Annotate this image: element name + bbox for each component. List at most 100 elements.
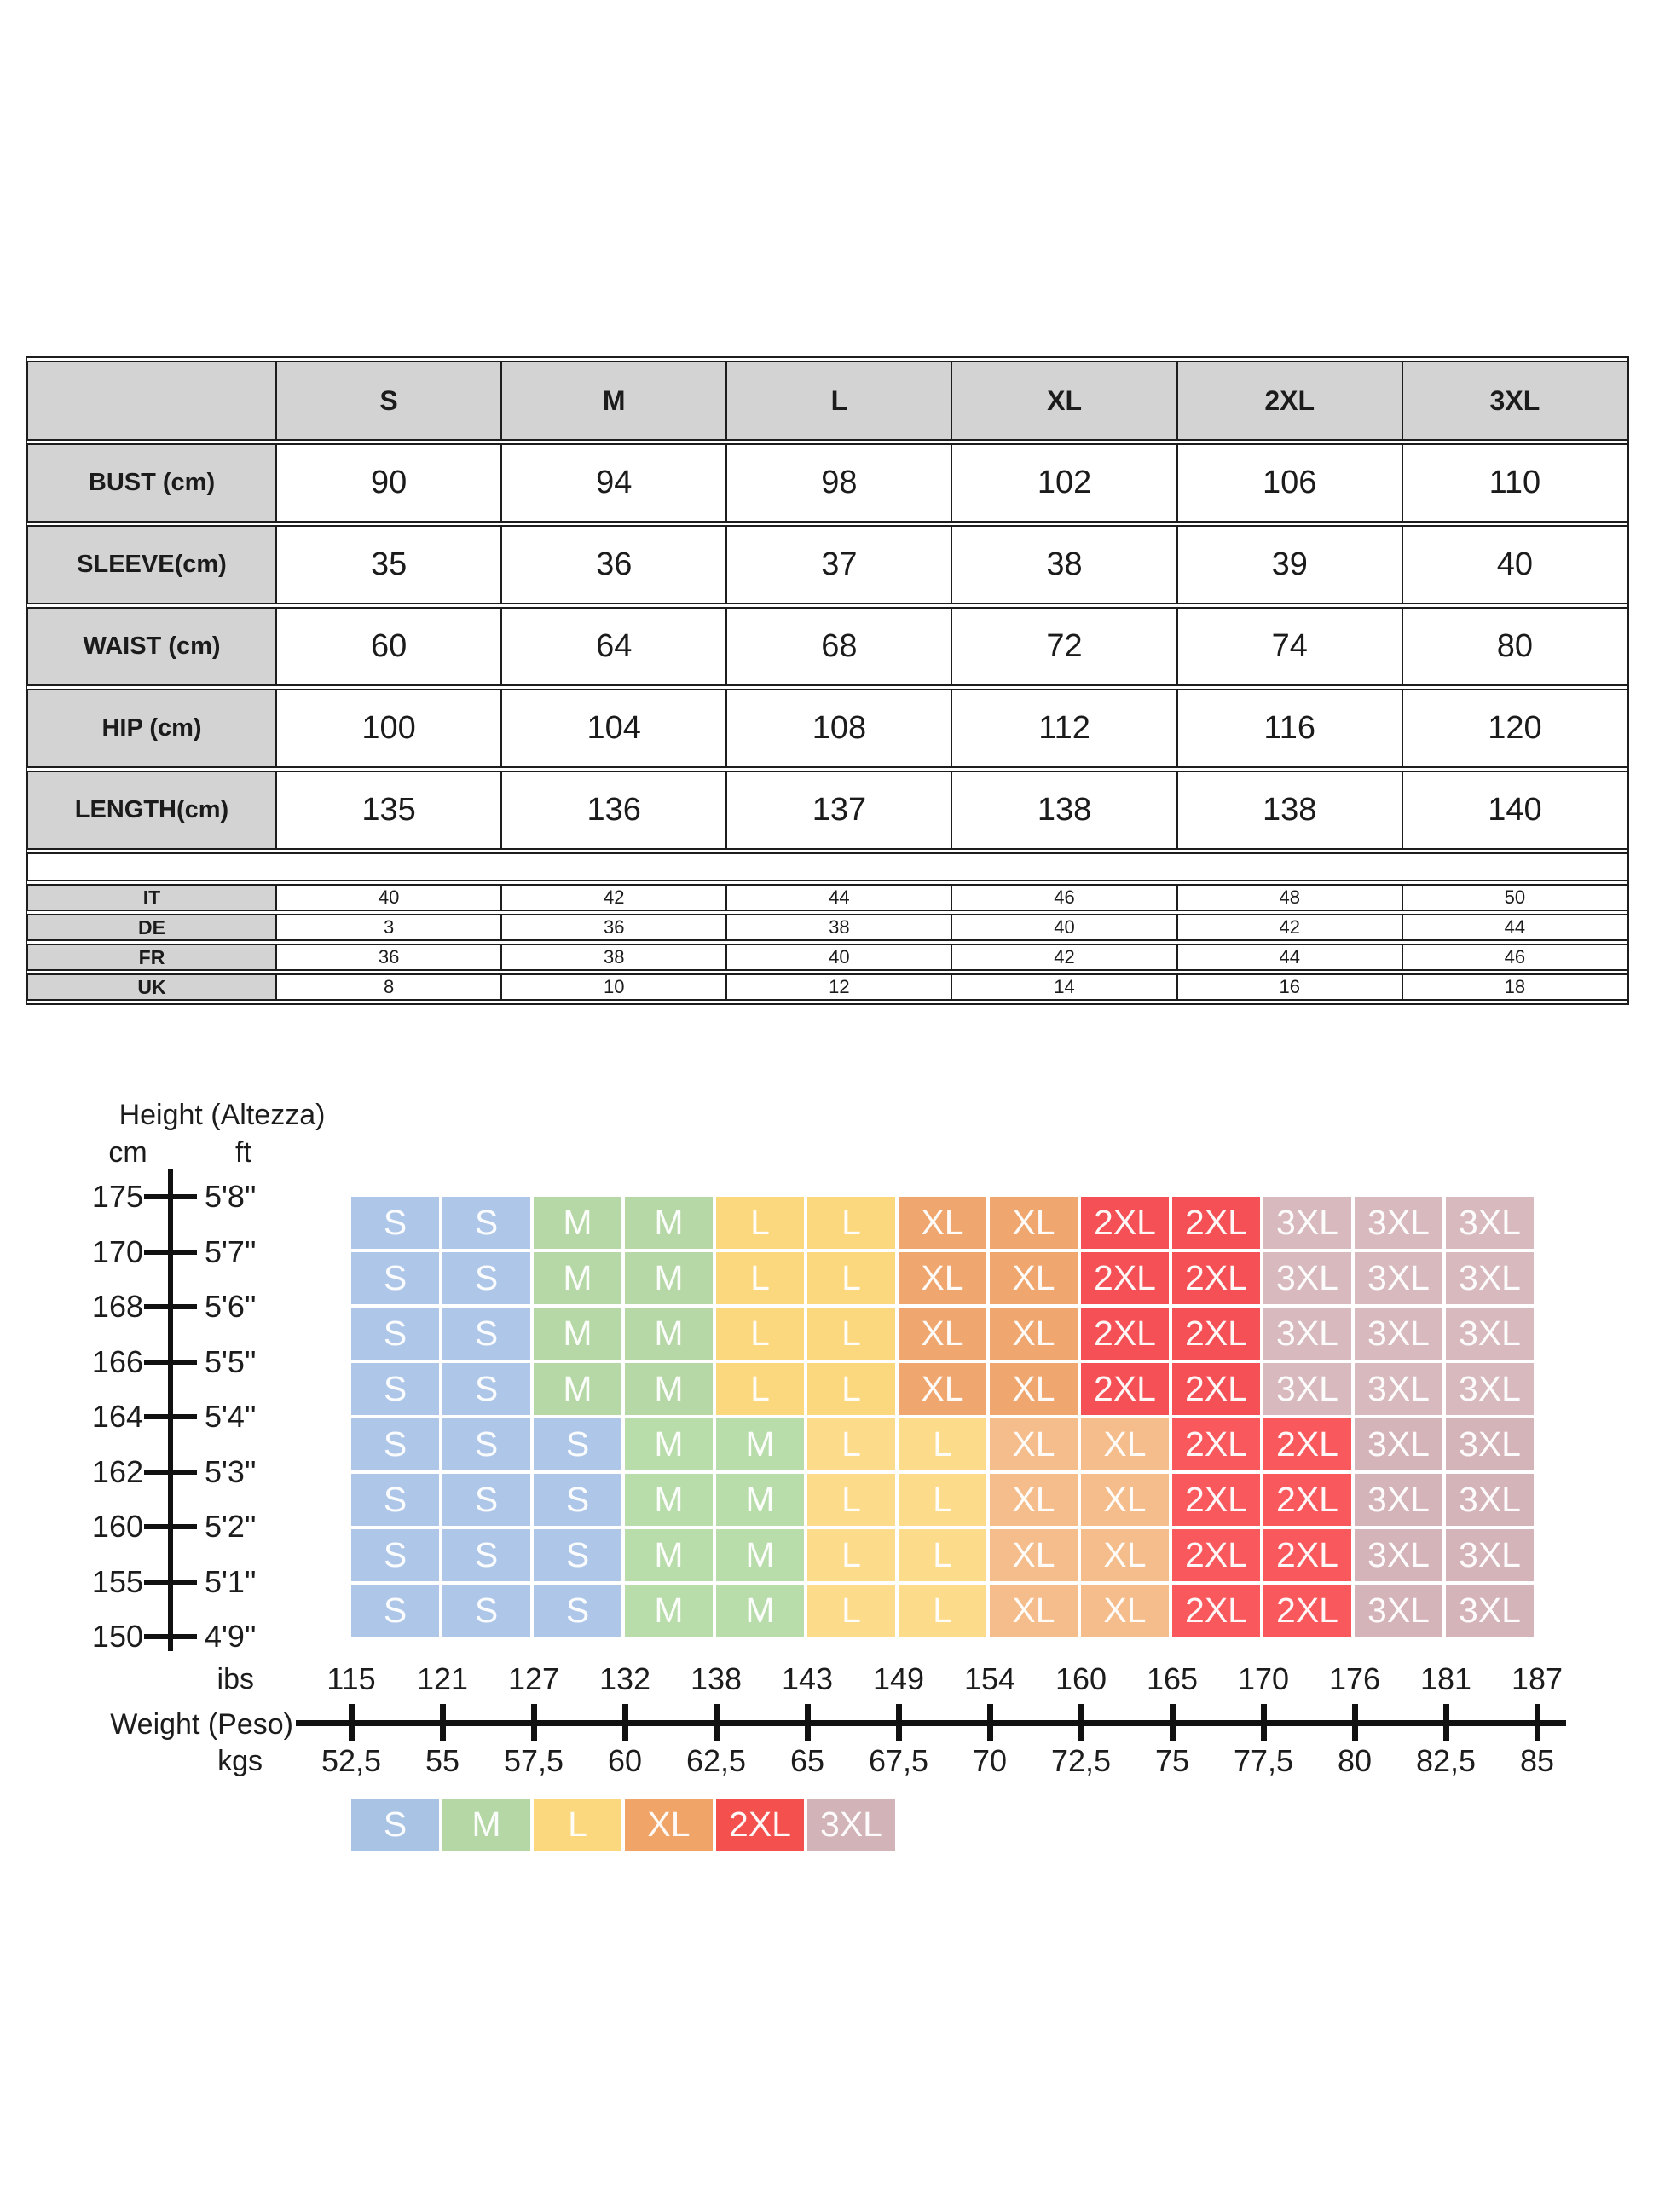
size-grid-cell: S [442, 1474, 530, 1526]
height-cm-tick-label: 150 [91, 1619, 143, 1654]
size-grid-cell: 2XL [1263, 1474, 1351, 1526]
measure-value-cell: 74 [1176, 607, 1402, 686]
size-grid-cell: XL [1081, 1474, 1169, 1526]
measure-label-cell: HIP (cm) [27, 689, 276, 768]
size-grid-cell: M [625, 1308, 713, 1360]
conversion-value-cell: 16 [1176, 973, 1402, 1001]
size-grid-cell: 3XL [1263, 1252, 1351, 1304]
size-grid-cell: 2XL [1172, 1197, 1260, 1249]
size-grid-cell: S [442, 1363, 530, 1415]
size-grid-cell: L [899, 1418, 986, 1470]
size-grid-cell: XL [1081, 1418, 1169, 1470]
size-grid-cell: 2XL [1172, 1363, 1260, 1415]
size-grid-cell: 2XL [1081, 1308, 1169, 1360]
size-grid-cell: M [716, 1418, 804, 1470]
conversion-row: IT 40 42 44 46 48 50 [27, 884, 1627, 911]
conversion-row: UK 8 10 12 14 16 18 [27, 973, 1627, 1001]
measure-value-cell: 100 [276, 689, 502, 768]
conversion-value-cell: 40 [951, 914, 1177, 941]
size-grid-cell: S [442, 1418, 530, 1470]
legend-size-cell: 3XL [807, 1799, 895, 1851]
size-grid-cell: M [625, 1363, 713, 1415]
legend-size-cell: L [534, 1799, 621, 1851]
measure-value-cell: 102 [951, 443, 1177, 523]
conversion-value-cell: 42 [1176, 914, 1402, 941]
weight-lbs-tick-label: 138 [690, 1661, 743, 1696]
height-ft-tick-label: 5'3'' [205, 1453, 257, 1489]
weight-lbs-tick-label: 181 [1419, 1661, 1472, 1696]
measure-label-cell: SLEEVE(cm) [27, 525, 276, 604]
measure-value-cell: 64 [501, 607, 727, 686]
size-grid-cell: XL [990, 1418, 1078, 1470]
weight-axis-line [296, 1720, 1566, 1726]
size-grid-cell: 3XL [1446, 1474, 1534, 1526]
spacer-cell [27, 852, 1627, 881]
height-axis-title: Height (Altezza) [118, 1099, 326, 1131]
legend-size-cell: XL [625, 1799, 713, 1851]
weight-lbs-tick-label: 165 [1146, 1661, 1199, 1696]
size-header-cell: XL [951, 361, 1177, 441]
height-cm-tick-label: 168 [91, 1289, 143, 1324]
weight-tick-mark [1170, 1704, 1176, 1741]
conversion-value-cell: 12 [726, 973, 952, 1001]
weight-kgs-tick-label: 57,5 [503, 1743, 564, 1778]
measurement-table: S M L XL 2XL 3XL BUST (cm) 90 94 98 102 106 110 SLEEV… [26, 356, 1629, 1005]
size-grid-cell: 3XL [1263, 1308, 1351, 1360]
height-tick-mark [144, 1359, 197, 1365]
size-header-cell: 3XL [1402, 361, 1627, 441]
conversion-value-cell: 3 [276, 914, 502, 941]
legend-size-cell: 2XL [716, 1799, 804, 1851]
measure-value-cell: 72 [951, 607, 1177, 686]
weight-kgs-tick-label: 60 [607, 1743, 643, 1778]
height-ft-tick-label: 5'7'' [205, 1233, 257, 1269]
weight-kgs-tick-label: 52,5 [321, 1743, 382, 1778]
size-grid-cell: 2XL [1172, 1474, 1260, 1526]
weight-axis-title: Weight (Peso) [110, 1708, 293, 1741]
measure-value-cell: 104 [501, 689, 727, 768]
size-grid-cell: XL [990, 1585, 1078, 1637]
size-grid-cell: XL [990, 1308, 1078, 1360]
size-grid-cell: 3XL [1355, 1474, 1442, 1526]
conversion-value-cell: 44 [1176, 944, 1402, 971]
weight-kgs-tick-label: 80 [1337, 1743, 1373, 1778]
size-grid-cell: L [807, 1529, 895, 1581]
size-table-body: S M L XL 2XL 3XL BUST (cm) 90 94 98 102 106 110 SLEEV… [27, 361, 1627, 1001]
size-grid-cell: XL [899, 1308, 986, 1360]
weight-lbs-tick-label: 143 [781, 1661, 834, 1696]
size-grid-cell: 3XL [1355, 1418, 1442, 1470]
measure-value-cell: 135 [276, 771, 502, 850]
size-grid-cell: L [807, 1585, 895, 1637]
weight-kgs-tick-label: 67,5 [868, 1743, 929, 1778]
measure-value-cell: 136 [501, 771, 727, 850]
weight-tick-mark [805, 1704, 811, 1741]
weight-lbs-tick-label: 132 [598, 1661, 651, 1696]
conversion-label-cell: DE [27, 914, 276, 941]
size-grid-cell: XL [990, 1474, 1078, 1526]
size-grid-cell: L [716, 1197, 804, 1249]
conversion-value-cell: 40 [726, 944, 952, 971]
size-grid-cell: 2XL [1172, 1585, 1260, 1637]
weight-tick-mark [1443, 1704, 1449, 1741]
size-grid-cell: L [899, 1474, 986, 1526]
measure-value-cell: 98 [726, 443, 952, 523]
measure-label-cell: WAIST (cm) [27, 607, 276, 686]
weight-tick-mark [896, 1704, 902, 1741]
height-cm-tick-label: 155 [91, 1563, 143, 1599]
size-grid-cell: M [716, 1585, 804, 1637]
size-grid-cell: 3XL [1355, 1252, 1442, 1304]
measure-label-cell: LENGTH(cm) [27, 771, 276, 850]
height-unit-ft-label: ft [235, 1136, 251, 1169]
size-grid-cell: 2XL [1263, 1585, 1351, 1637]
size-grid-cell: XL [990, 1197, 1078, 1249]
conversion-value-cell: 44 [726, 884, 952, 911]
size-grid-cell: XL [899, 1363, 986, 1415]
size-grid-cell: 2XL [1081, 1363, 1169, 1415]
measure-value-cell: 137 [726, 771, 952, 850]
measure-value-cell: 36 [501, 525, 727, 604]
size-grid-cell: M [534, 1308, 621, 1360]
size-grid-cell: M [534, 1252, 621, 1304]
measure-value-cell: 40 [1402, 525, 1627, 604]
conversion-value-cell: 46 [1402, 944, 1627, 971]
conversion-value-cell: 42 [951, 944, 1177, 971]
size-grid-cell: 2XL [1172, 1529, 1260, 1581]
